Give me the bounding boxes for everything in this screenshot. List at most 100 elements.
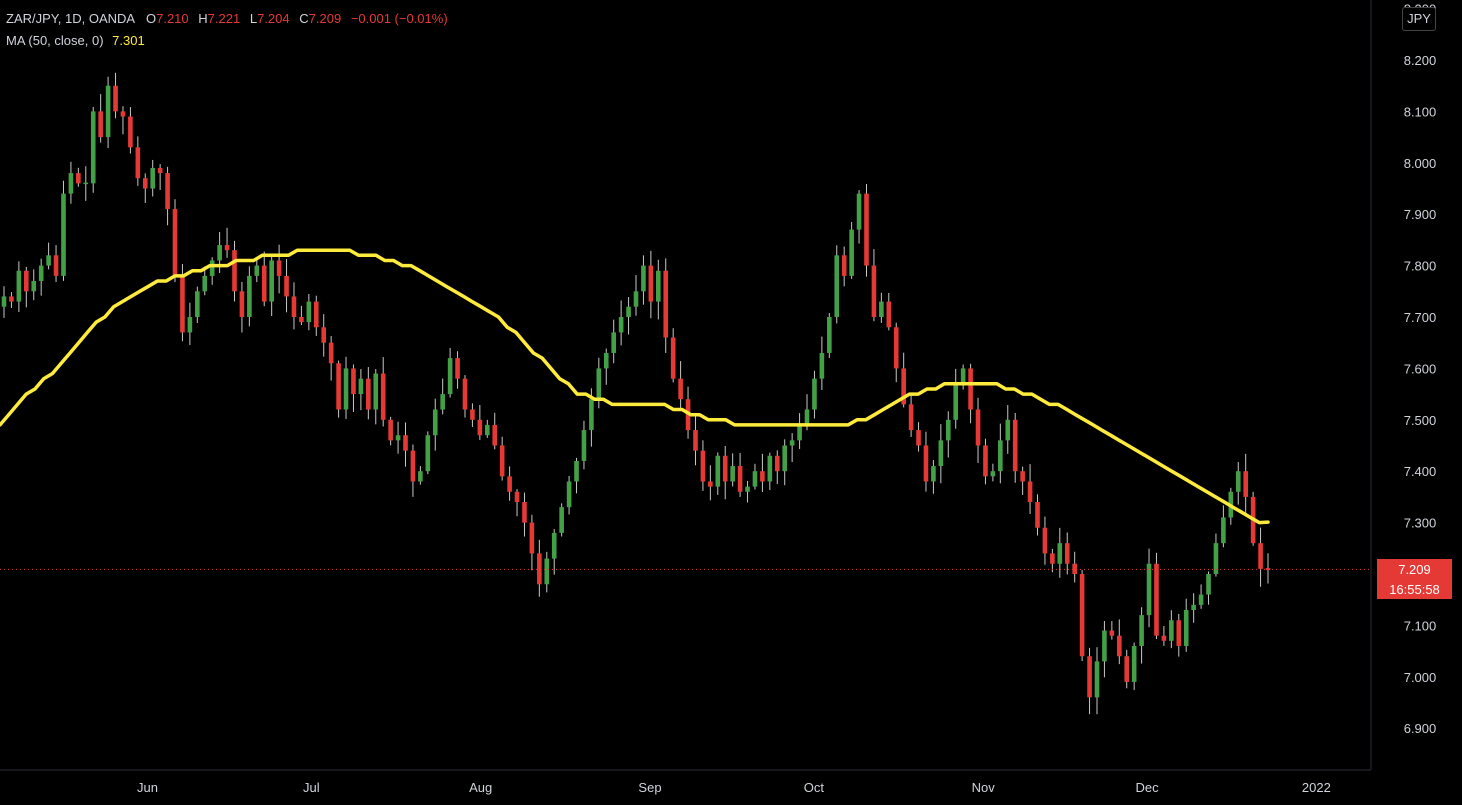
- candle-body: [477, 419, 483, 436]
- candle-body: [827, 317, 832, 353]
- candle-body: [916, 430, 921, 446]
- candle-body: [1131, 645, 1137, 682]
- candle-body: [1109, 630, 1115, 636]
- price-tick-label: 7.000: [1404, 670, 1437, 685]
- candle-body: [1221, 517, 1226, 544]
- ma-label: MA (50, close, 0): [6, 33, 104, 48]
- candle-body: [1198, 594, 1204, 605]
- candle-body: [1154, 563, 1159, 636]
- candle-body: [440, 394, 445, 410]
- symbol-label[interactable]: ZAR/JPY, 1D, OANDA: [6, 11, 135, 26]
- candle-body: [1183, 609, 1189, 646]
- price-axis[interactable]: 6.9007.0007.1007.2007.3007.4007.5007.600…: [1404, 2, 1437, 737]
- candle-body: [1005, 419, 1011, 441]
- candle-body: [611, 332, 616, 353]
- candle-body: [1176, 620, 1182, 646]
- candle-body: [507, 476, 512, 492]
- candle-body: [269, 260, 274, 302]
- candle-body: [760, 471, 765, 482]
- candle-body: [1139, 615, 1144, 646]
- open-value: 7.210: [156, 11, 189, 26]
- time-axis[interactable]: Jun Jul Aug Sep Oct Nov Dec 2022: [137, 780, 1331, 795]
- candle-body: [254, 265, 260, 276]
- currency-badge[interactable]: JPY: [1402, 7, 1436, 31]
- candle-body: [544, 558, 550, 585]
- candle-body: [901, 368, 906, 405]
- moving-average-line: [0, 248, 1270, 525]
- candle-body: [730, 466, 735, 482]
- candle-body: [432, 409, 438, 436]
- candle-body: [708, 481, 713, 487]
- candle-body: [693, 430, 698, 451]
- candle-body: [492, 424, 498, 446]
- candle-body: [529, 522, 535, 554]
- candle-body: [670, 337, 676, 379]
- candle-body: [366, 378, 371, 410]
- candle-body: [470, 409, 475, 420]
- candle-body: [678, 378, 683, 400]
- candle-body: [626, 306, 631, 317]
- candle-body: [864, 193, 869, 266]
- candle-body: [499, 445, 505, 477]
- candle-body: [180, 275, 185, 333]
- candle-body: [358, 378, 364, 395]
- ma-legend[interactable]: MA (50, close, 0) 7.301: [6, 33, 145, 48]
- candle-body: [120, 111, 126, 117]
- candle-body: [648, 265, 654, 302]
- candle-body: [656, 270, 661, 302]
- time-tick-label: Nov: [972, 780, 996, 795]
- candle-body: [789, 440, 795, 446]
- candle-body: [879, 301, 884, 317]
- time-tick-label: 2022: [1302, 780, 1331, 795]
- time-tick-label: Jul: [303, 780, 320, 795]
- candle-body: [299, 317, 304, 323]
- high-value: 7.221: [207, 11, 241, 26]
- high-label: H: [198, 11, 208, 26]
- candle-body: [1027, 481, 1033, 503]
- candle-body: [284, 275, 289, 297]
- candle-body: [98, 111, 103, 138]
- candle-body: [373, 373, 379, 410]
- candle-body: [135, 147, 141, 179]
- candle-body: [1146, 563, 1152, 616]
- candle-body: [38, 265, 44, 282]
- candle-body: [9, 296, 14, 302]
- candle-body: [1235, 471, 1241, 492]
- candle-body: [16, 270, 22, 302]
- candle-body: [514, 491, 520, 503]
- candle-body: [90, 111, 96, 184]
- candle-body: [589, 399, 594, 431]
- candle-body: [1124, 656, 1130, 682]
- candle-body: [834, 255, 840, 317]
- candle-body: [1057, 543, 1063, 564]
- candle-body: [105, 85, 111, 138]
- candle-body: [841, 255, 847, 276]
- candle-body: [715, 455, 721, 487]
- price-tick-label: 8.200: [1404, 53, 1437, 68]
- price-tick-label: 7.100: [1404, 618, 1437, 633]
- candle-body: [983, 445, 988, 477]
- price-tick-label: 7.800: [1404, 259, 1437, 274]
- candle-body: [24, 270, 29, 292]
- candle-body: [1, 296, 7, 307]
- candle-body: [774, 455, 780, 472]
- candle-body: [1042, 527, 1048, 554]
- candle-body: [1020, 471, 1025, 482]
- candle-body: [566, 481, 572, 508]
- candle-body: [31, 281, 37, 292]
- current-price-badge: 7.209 16:55:58: [1377, 559, 1452, 599]
- candle-body: [522, 502, 527, 523]
- price-tick-label: 7.900: [1404, 207, 1437, 222]
- candle-body: [209, 260, 215, 276]
- current-price-value: 7.209: [1398, 562, 1431, 577]
- candle-body: [559, 507, 564, 533]
- candle-body: [113, 85, 118, 112]
- open-label: O: [145, 11, 157, 26]
- candle-body: [581, 430, 587, 461]
- candle-body: [380, 373, 386, 420]
- candle-body: [68, 173, 74, 194]
- candle-body: [336, 363, 341, 410]
- price-tick-label: 7.300: [1404, 516, 1437, 531]
- time-tick-label: Oct: [804, 780, 825, 795]
